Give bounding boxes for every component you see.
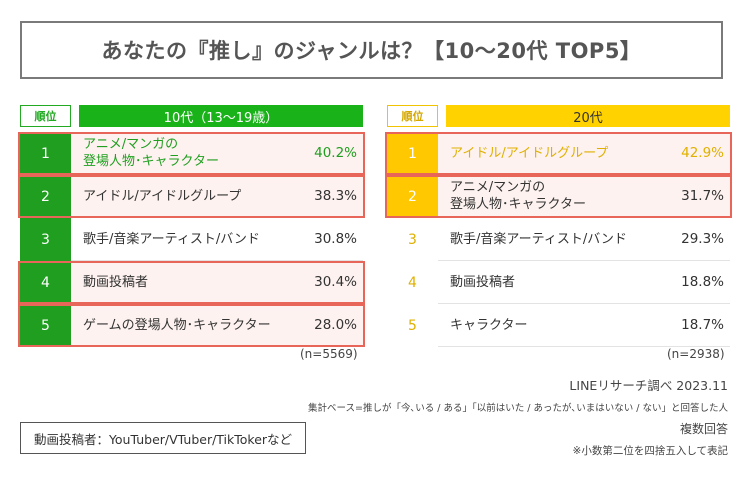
rank-cell: 2 bbox=[20, 175, 71, 218]
table-twenties: 順位 20代 1 アイドル/アイドルグループ 42.9% 2 アニメ/マンガの 登場人物… bbox=[385, 105, 732, 347]
percentage-value: 18.8% bbox=[654, 261, 730, 304]
sample-size-twenties: (n=2938) bbox=[667, 347, 725, 361]
genre-label: アニメ/マンガの 登場人物･キャラクター bbox=[438, 175, 654, 218]
rank-cell: 1 bbox=[387, 132, 438, 175]
rank-cell: 3 bbox=[20, 218, 71, 261]
rounding-note: ※小数第二位を四捨五入して表記 bbox=[572, 445, 728, 457]
rank-cell: 2 bbox=[387, 175, 438, 218]
table-header: 順位 20代 bbox=[387, 105, 730, 127]
generation-header: 20代 bbox=[446, 105, 730, 127]
table-row: 4 動画投稿者 30.4% bbox=[20, 261, 363, 304]
genre-label: 動画投稿者 bbox=[71, 261, 287, 304]
table-header: 順位 10代（13〜19歳） bbox=[20, 105, 363, 127]
percentage-value: 29.3% bbox=[654, 218, 730, 261]
table-row: 1 アニメ/マンガの 登場人物･キャラクター 40.2% bbox=[20, 132, 363, 175]
source-note: LINEリサーチ調べ 2023.11 bbox=[569, 378, 728, 393]
table-teens: 順位 10代（13〜19歳） 1 アニメ/マンガの 登場人物･キャラクター 40.2… bbox=[18, 105, 365, 347]
percentage-value: 42.9% bbox=[654, 132, 730, 175]
percentage-value: 28.0% bbox=[287, 304, 363, 347]
table-row: 3 歌手/音楽アーティスト/バンド 29.3% bbox=[387, 218, 730, 261]
genre-label: 歌手/音楽アーティスト/バンド bbox=[71, 218, 287, 261]
genre-label: アニメ/マンガの 登場人物･キャラクター bbox=[71, 132, 287, 175]
table-row: 5 ゲームの登場人物･キャラクター 28.0% bbox=[20, 304, 363, 347]
table-rows: 1 アイドル/アイドルグループ 42.9% 2 アニメ/マンガの 登場人物･キャラクター… bbox=[385, 132, 732, 347]
rank-cell: 4 bbox=[20, 261, 71, 304]
percentage-value: 38.3% bbox=[287, 175, 363, 218]
rank-cell: 3 bbox=[387, 218, 438, 261]
genre-label: 歌手/音楽アーティスト/バンド bbox=[438, 218, 654, 261]
rank-header: 順位 bbox=[387, 105, 438, 127]
table-rows: 1 アニメ/マンガの 登場人物･キャラクター 40.2% 2 アイドル/アイドルグループ… bbox=[18, 132, 365, 347]
rank-cell: 5 bbox=[387, 304, 438, 347]
table-row: 5 キャラクター 18.7% bbox=[387, 304, 730, 347]
genre-label: アイドル/アイドルグループ bbox=[438, 132, 654, 175]
table-row: 4 動画投稿者 18.8% bbox=[387, 261, 730, 304]
genre-label: 動画投稿者 bbox=[438, 261, 654, 304]
page-title: あなたの『推し』のジャンルは？【10〜20代 TOP5】 bbox=[20, 21, 723, 79]
percentage-value: 30.8% bbox=[287, 218, 363, 261]
multi-answer-note: 複数回答 bbox=[679, 422, 728, 436]
table-row: 2 アニメ/マンガの 登場人物･キャラクター 31.7% bbox=[387, 175, 730, 218]
video-creator-note: 動画投稿者：YouTuber/VTuber/TikTokerなど bbox=[20, 422, 306, 454]
genre-label: ゲームの登場人物･キャラクター bbox=[71, 304, 287, 347]
percentage-value: 18.7% bbox=[654, 304, 730, 347]
sample-size-teens: (n=5569) bbox=[300, 347, 358, 361]
percentage-value: 30.4% bbox=[287, 261, 363, 304]
table-row: 3 歌手/音楽アーティスト/バンド 30.8% bbox=[20, 218, 363, 261]
genre-label: キャラクター bbox=[438, 304, 654, 347]
genre-label: アイドル/アイドルグループ bbox=[71, 175, 287, 218]
base-note: 集計ベース=推しが「今､いる / ある」「以前はいた / あったが､いまはいない… bbox=[308, 403, 728, 414]
rank-cell: 1 bbox=[20, 132, 71, 175]
generation-header: 10代（13〜19歳） bbox=[79, 105, 363, 127]
table-row: 2 アイドル/アイドルグループ 38.3% bbox=[20, 175, 363, 218]
percentage-value: 31.7% bbox=[654, 175, 730, 218]
percentage-value: 40.2% bbox=[287, 132, 363, 175]
rank-cell: 5 bbox=[20, 304, 71, 347]
rank-cell: 4 bbox=[387, 261, 438, 304]
rank-header: 順位 bbox=[20, 105, 71, 127]
table-row: 1 アイドル/アイドルグループ 42.9% bbox=[387, 132, 730, 175]
